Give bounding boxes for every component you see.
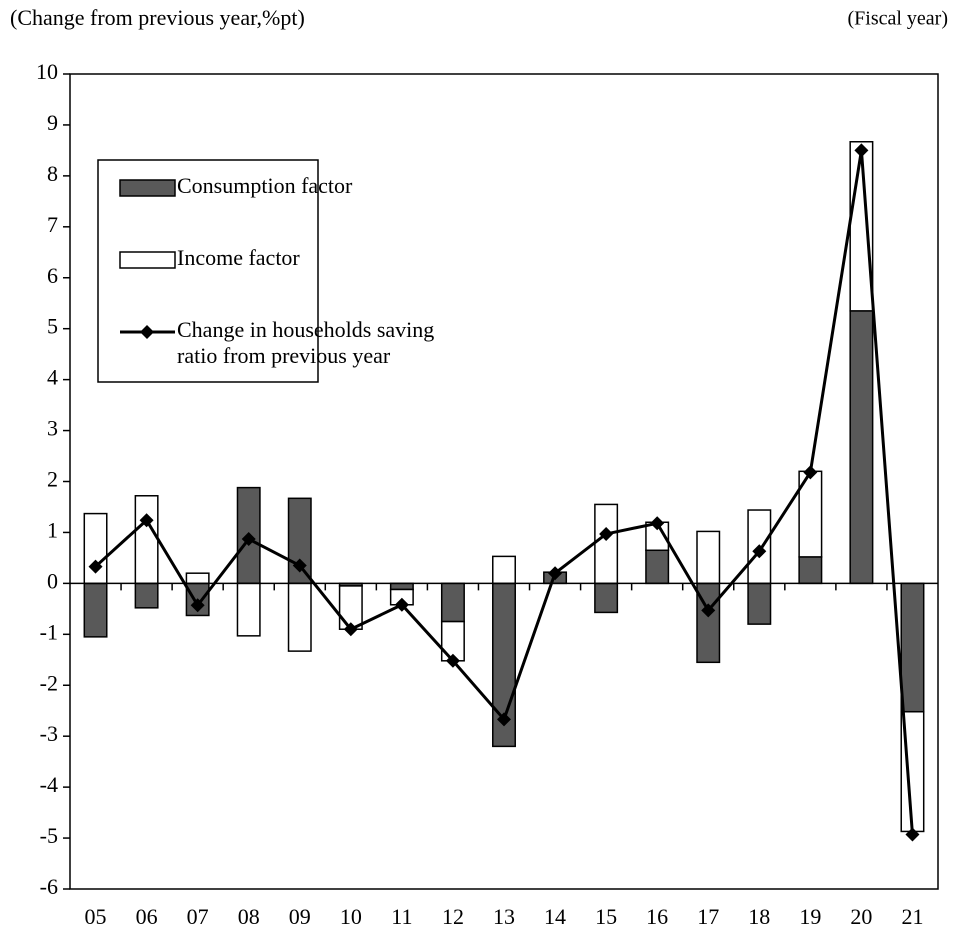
y-tick-label: -5	[40, 823, 58, 848]
y-tick-label: 5	[47, 314, 58, 339]
legend-marker	[140, 325, 154, 339]
y-tick-label: 0	[47, 568, 58, 593]
x-tick-label: 19	[799, 904, 821, 929]
line-marker	[292, 558, 307, 573]
line-marker	[701, 603, 716, 618]
x-tick-label: 15	[595, 904, 617, 929]
x-tick-label: 14	[544, 904, 566, 929]
bar	[594, 582, 619, 614]
line-marker	[599, 526, 614, 541]
legend-swatch	[119, 251, 176, 269]
line-marker	[343, 622, 358, 637]
bar	[747, 582, 772, 625]
bar	[645, 549, 670, 585]
line-marker	[803, 465, 818, 480]
plot-frame	[69, 73, 939, 890]
y-tick-label: 4	[47, 365, 58, 390]
line-marker	[241, 532, 256, 547]
y-tick-label: 6	[47, 263, 58, 288]
x-tick-label: 18	[748, 904, 770, 929]
x-tick-label: 08	[238, 904, 260, 929]
x-tick-label: 06	[136, 904, 158, 929]
bar	[798, 556, 823, 585]
line-marker	[548, 566, 563, 581]
bar	[134, 582, 159, 609]
y-tick-label: 7	[47, 212, 58, 237]
bar	[134, 495, 159, 585]
y-tick-label: -6	[40, 874, 58, 899]
line-marker	[905, 827, 920, 842]
legend-label: Consumption factor	[177, 173, 353, 198]
x-tick-label: 12	[442, 904, 464, 929]
y-tick-label: -3	[40, 721, 58, 746]
bar	[236, 582, 261, 637]
bar	[185, 572, 210, 585]
x-tick-label: 09	[289, 904, 311, 929]
x-tick-label: 10	[340, 904, 362, 929]
bar	[849, 310, 874, 585]
bar	[287, 582, 312, 652]
line-marker	[497, 712, 511, 727]
y-tick-label: 8	[47, 161, 58, 186]
line-marker	[394, 597, 409, 612]
line-marker	[190, 598, 205, 613]
line-marker	[88, 559, 103, 574]
x-tick-label: 21	[901, 904, 923, 929]
bar	[594, 503, 619, 585]
line-marker	[445, 653, 460, 668]
bar	[83, 582, 108, 638]
y-axis-label: (Change from previous year,%pt)	[10, 5, 305, 30]
x-tick-label: 17	[697, 904, 719, 929]
x-tick-label: 20	[850, 904, 872, 929]
legend-label: Change in households saving ratio from pr…	[177, 317, 434, 368]
x-axis-label: (Fiscal year)	[847, 8, 948, 30]
bar	[440, 582, 465, 623]
legend-label: Income factor	[177, 245, 300, 270]
x-tick-label: 11	[391, 904, 412, 929]
y-tick-label: 10	[36, 59, 58, 84]
y-tick-label: 2	[47, 467, 58, 492]
x-tick-label: 05	[85, 904, 107, 929]
bar	[696, 530, 721, 585]
x-tick-label: 07	[187, 904, 209, 929]
line-marker	[139, 513, 154, 528]
y-tick-label: -2	[40, 670, 58, 695]
y-tick-label: 9	[47, 110, 58, 135]
line-marker	[650, 516, 665, 531]
x-tick-label: 13	[493, 904, 515, 929]
y-tick-label: -1	[40, 619, 58, 644]
y-tick-label: 1	[47, 517, 58, 542]
bar	[492, 555, 516, 585]
y-tick-label: 3	[47, 416, 58, 441]
line-marker	[854, 143, 869, 158]
bar	[900, 582, 925, 713]
y-tick-label: -4	[40, 772, 58, 797]
bar	[389, 582, 414, 591]
x-tick-label: 16	[646, 904, 668, 929]
line-marker	[752, 544, 767, 559]
legend-swatch	[119, 179, 176, 197]
legend-box	[97, 159, 319, 383]
